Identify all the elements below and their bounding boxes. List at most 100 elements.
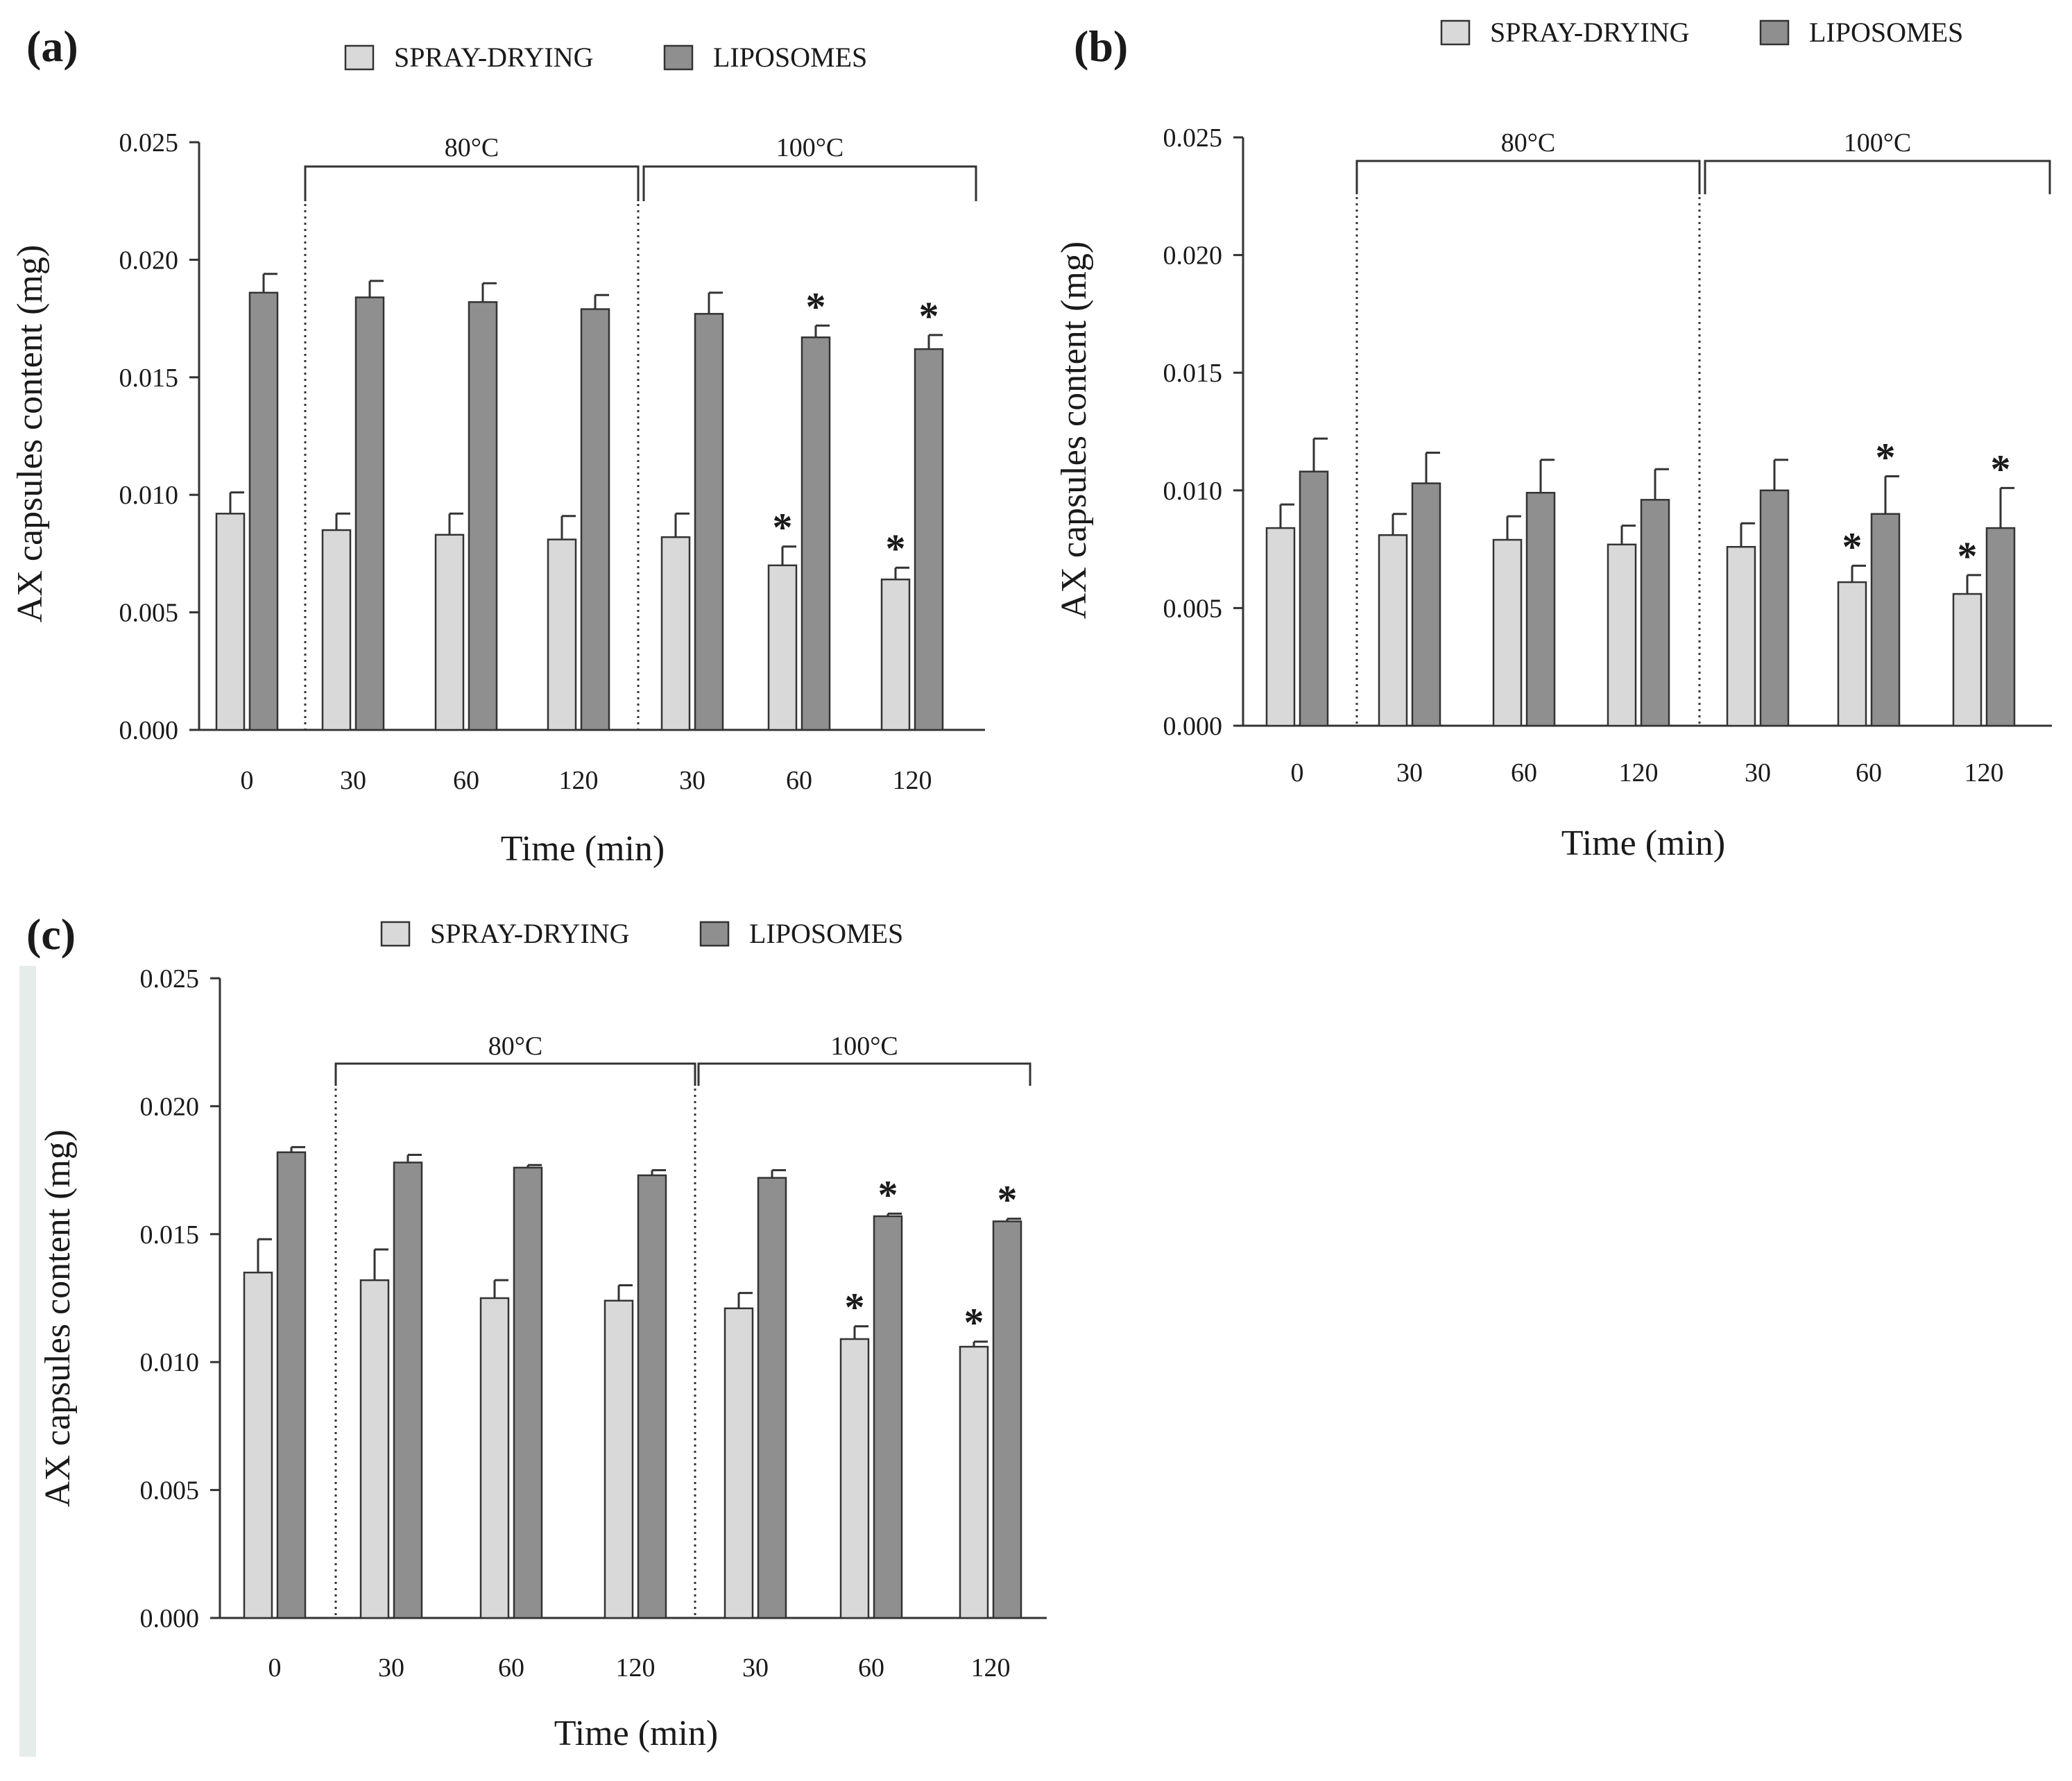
error-bar-liposomes: [1999, 486, 2014, 529]
bar-liposomes: [1640, 499, 1670, 727]
bar-spray-drying: [434, 534, 465, 731]
y-axis-title: AX capsules content (mg): [10, 245, 50, 622]
group-bracket: [697, 1062, 1031, 1086]
error-bar-spray-drying: [448, 512, 463, 535]
y-tick-label: 0.015: [119, 364, 179, 393]
error-bar-liposomes: [887, 1212, 902, 1216]
bar-spray-drying: [547, 538, 577, 731]
error-bar-spray-drying: [781, 545, 796, 565]
significance-star: *: [998, 1177, 1018, 1222]
error-bar-liposomes: [406, 1153, 422, 1163]
error-bar-spray-drying: [1740, 522, 1755, 547]
group-label: 80°C: [445, 133, 499, 162]
bar-liposomes: [468, 301, 498, 731]
bar-spray-drying: [359, 1279, 390, 1619]
error-bar-spray-drying: [1620, 525, 1636, 545]
error-bar-liposomes: [1312, 437, 1328, 472]
bar-liposomes: [694, 313, 724, 731]
bar-liposomes: [1759, 489, 1790, 727]
y-tick-label: 0.020: [140, 1092, 200, 1121]
bar-liposomes: [354, 296, 385, 731]
x-tick-label: 120: [1619, 758, 1659, 787]
x-tick-label: 60: [786, 766, 812, 795]
y-tick-label: 0.015: [1163, 359, 1223, 388]
bar-liposomes: [1985, 527, 2016, 727]
bar-liposomes: [248, 291, 279, 731]
y-tick-label: 0.005: [119, 599, 179, 628]
significance-star: *: [1876, 434, 1896, 479]
error-bar-liposomes: [594, 293, 609, 309]
error-bar-liposomes: [368, 280, 384, 298]
legend-swatch-liposomes: [1759, 19, 1790, 46]
error-bar-spray-drying: [973, 1340, 988, 1347]
bar-liposomes: [276, 1151, 307, 1619]
y-tick-label: 0.025: [1163, 123, 1223, 153]
error-bar-spray-drying: [335, 512, 350, 531]
significance-star: *: [806, 284, 826, 329]
legend-label-liposomes: LIPOSOMES: [713, 42, 867, 73]
y-tick-label: 0.005: [1163, 594, 1223, 623]
bar-spray-drying: [1378, 534, 1408, 727]
error-bar-liposomes: [1654, 468, 1669, 500]
y-axis-title: AX capsules content (mg): [1054, 241, 1094, 619]
bar-spray-drying: [660, 536, 691, 731]
error-bar-liposomes: [651, 1169, 666, 1175]
bar-spray-drying: [767, 564, 798, 731]
significance-star: *: [919, 293, 939, 339]
x-tick-label: 60: [453, 766, 479, 795]
bar-spray-drying: [243, 1271, 273, 1619]
panel-a: (a) SPRAY-DRYING LIPOSOMES 0.000 0.005 0.010 0…: [10, 22, 985, 869]
y-tick-label: 0.015: [140, 1220, 200, 1250]
significance-star: *: [886, 526, 906, 571]
error-bar-spray-drying: [229, 491, 244, 514]
y-tick-label: 0.010: [140, 1348, 200, 1377]
x-tick-label: 120: [616, 1653, 656, 1682]
bar-spray-drying: [724, 1307, 754, 1619]
y-tick-label: 0.025: [140, 964, 200, 994]
significance-star: *: [1842, 524, 1863, 569]
error-bar-spray-drying: [1851, 564, 1866, 583]
bar-spray-drying: [1265, 527, 1296, 727]
error-bar-liposomes: [927, 334, 943, 350]
significance-star: *: [1991, 446, 2011, 491]
y-tick-label: 0.000: [119, 716, 179, 745]
error-bar-liposomes: [814, 324, 830, 338]
bar-liposomes: [1525, 491, 1556, 727]
error-bar-spray-drying: [373, 1248, 388, 1281]
bar-liposomes: [873, 1215, 903, 1619]
error-bar-spray-drying: [1279, 503, 1294, 529]
group-label: 100°C: [776, 133, 844, 162]
bar-liposomes: [992, 1220, 1022, 1619]
significance-star: *: [964, 1300, 984, 1345]
error-bar-spray-drying: [257, 1238, 272, 1273]
y-tick-label: 0.010: [119, 481, 179, 510]
x-tick-label: 60: [1511, 758, 1537, 787]
bar-liposomes: [800, 336, 831, 731]
bar-spray-drying: [215, 513, 246, 731]
legend-swatch-liposomes: [663, 44, 694, 71]
x-axis-title: Time (min): [501, 829, 665, 869]
x-tick-label: 30: [378, 1653, 404, 1682]
group-bracket: [304, 165, 640, 201]
bar-liposomes: [1299, 470, 1329, 727]
group-label: 100°C: [1844, 128, 1912, 157]
bar-liposomes: [1870, 513, 1901, 727]
bar-spray-drying: [479, 1297, 510, 1619]
bar-spray-drying: [959, 1345, 989, 1619]
bar-spray-drying: [1726, 545, 1756, 727]
legend-label-spray-drying: SPRAY-DRYING: [430, 918, 630, 949]
panel-label: (b): [1074, 22, 1128, 71]
group-label: 100°C: [830, 1032, 898, 1061]
error-bar-spray-drying: [560, 515, 576, 540]
significance-star: *: [1958, 534, 1978, 579]
bar-spray-drying: [880, 578, 911, 731]
bar-spray-drying: [839, 1338, 870, 1619]
y-tick-label: 0.000: [1163, 712, 1223, 741]
error-bar-liposomes: [771, 1169, 786, 1178]
legend-label-liposomes: LIPOSOMES: [749, 918, 903, 949]
x-tick-label: 120: [971, 1653, 1011, 1682]
legend-swatch-liposomes: [699, 921, 730, 947]
error-bar-spray-drying: [737, 1292, 753, 1309]
bar-liposomes: [580, 308, 610, 731]
x-tick-label: 120: [559, 766, 599, 795]
